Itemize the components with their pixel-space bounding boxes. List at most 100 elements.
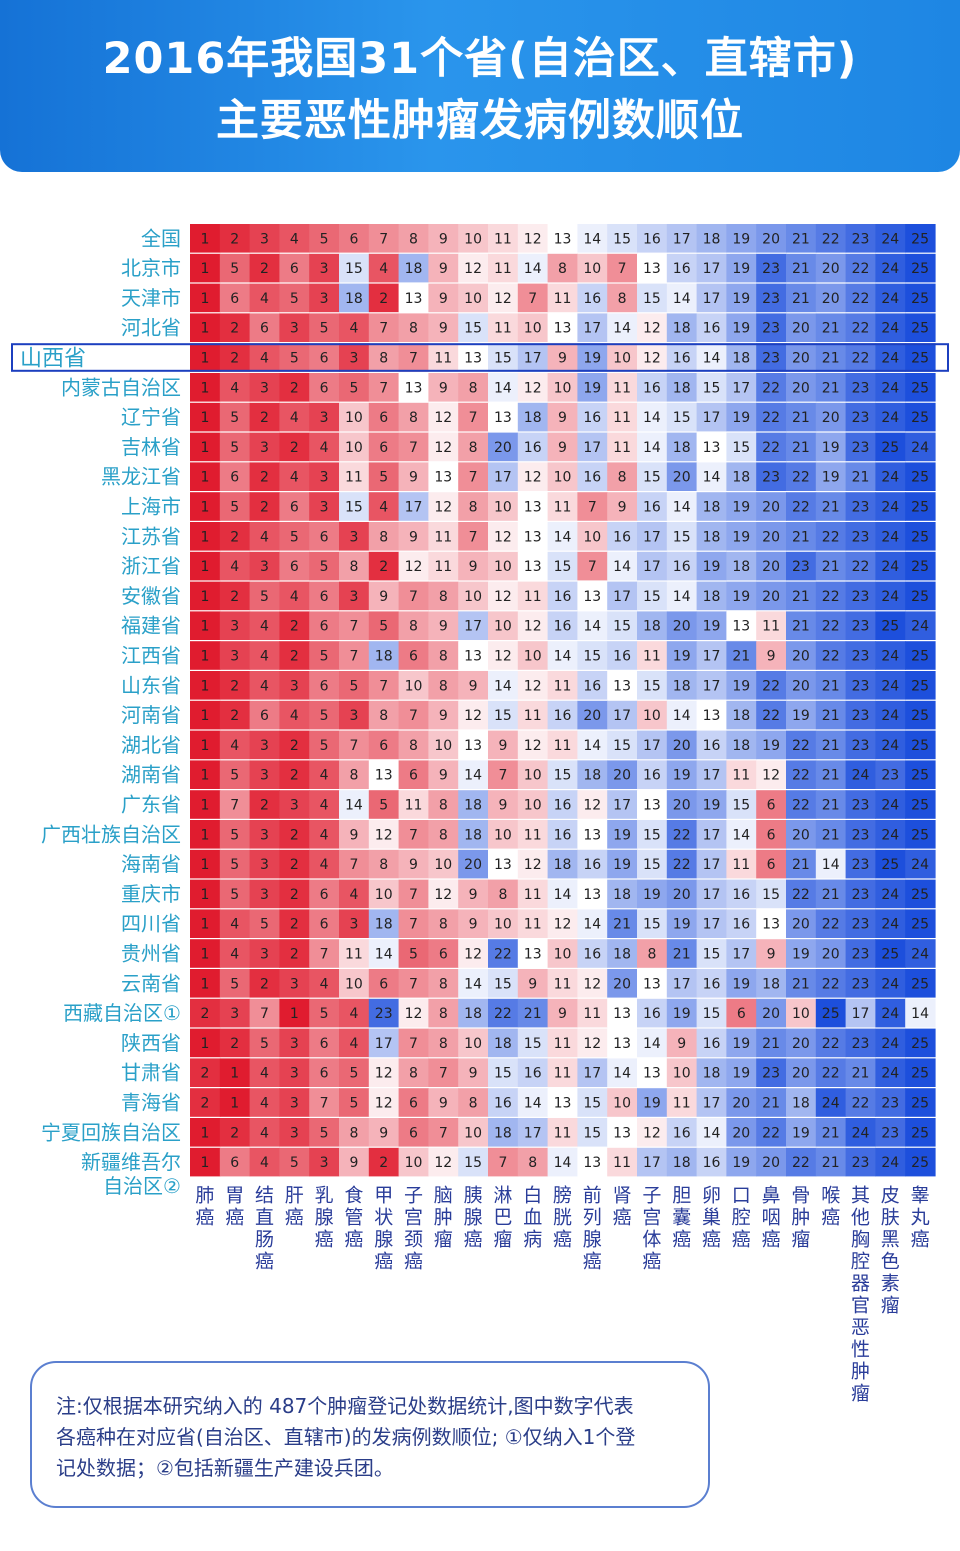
row-label: 甘肃省 <box>121 1061 181 1085</box>
heatmap-cell <box>279 879 310 909</box>
heatmap-cell <box>547 641 578 670</box>
cell-rank-label: 2 <box>200 1066 209 1082</box>
cell-rank-label: 11 <box>434 351 452 367</box>
cell-rank-label: 10 <box>434 738 452 754</box>
heatmap-cell <box>279 1088 310 1117</box>
cell-rank-label: 1 <box>200 321 209 337</box>
heatmap-cell <box>756 611 787 640</box>
cell-rank-label: 2 <box>260 470 269 486</box>
cell-rank-label: 24 <box>911 947 929 963</box>
cell-rank-label: 9 <box>677 1036 686 1052</box>
cell-rank-label: 14 <box>643 410 661 426</box>
heatmap-cell <box>726 879 757 909</box>
heatmap-cell <box>309 492 340 521</box>
heatmap-cell <box>875 879 906 909</box>
cell-rank-label: 2 <box>230 678 239 694</box>
cell-rank-label: 3 <box>230 619 239 635</box>
heatmap-cell <box>845 343 876 372</box>
cell-rank-label: 14 <box>524 261 542 277</box>
cell-rank-label: 17 <box>732 947 750 963</box>
heatmap-cell <box>815 492 847 521</box>
footnote-box: 注:仅根据本研究纳入的 487个肿瘤登记处数据统计,图中数字代表 各癌种在对应省… <box>30 1361 710 1508</box>
cell-rank-label: 10 <box>554 380 572 396</box>
heatmap-cell <box>786 730 817 760</box>
cell-rank-label: 4 <box>230 917 239 933</box>
heatmap-cell <box>786 969 817 998</box>
heatmap-cell <box>190 1118 221 1147</box>
heatmap-cell <box>845 373 876 402</box>
cell-rank-label: 13 <box>554 321 572 337</box>
heatmap-cell <box>309 790 340 819</box>
cell-rank-label: 11 <box>494 231 512 247</box>
heatmap-cell <box>458 402 489 432</box>
cell-rank-label: 7 <box>379 231 388 247</box>
heatmap-cell <box>458 492 489 521</box>
heatmap-cell <box>845 253 876 283</box>
cell-rank-label: 4 <box>260 619 269 635</box>
heatmap-cell <box>815 611 847 640</box>
heatmap-cell <box>875 402 906 432</box>
heatmap-cell <box>547 1118 578 1147</box>
column-label: 卵巢癌 <box>702 1185 721 1251</box>
heatmap-cell <box>398 820 429 849</box>
heatmap-cell <box>339 939 370 968</box>
heatmap-cell <box>428 700 459 730</box>
heatmap-cell <box>607 224 638 253</box>
cell-rank-label: 22 <box>822 231 840 247</box>
heatmap-cell <box>845 730 876 760</box>
cell-rank-label: 18 <box>673 678 691 694</box>
cell-rank-label: 10 <box>524 649 542 665</box>
cell-rank-label: 10 <box>792 1006 810 1022</box>
heatmap-cell <box>756 1147 787 1177</box>
cell-rank-label: 21 <box>822 708 840 724</box>
heatmap-cell <box>666 581 698 611</box>
heatmap-cell <box>190 849 221 879</box>
heatmap-cell <box>458 760 489 789</box>
heatmap-cell <box>488 760 519 789</box>
heatmap-cell <box>815 730 847 760</box>
cell-rank-label: 2 <box>230 1125 239 1141</box>
cell-rank-label: 8 <box>439 1036 448 1052</box>
cell-rank-label: 3 <box>260 887 269 903</box>
cell-rank-label: 25 <box>911 708 929 724</box>
cell-rank-label: 17 <box>703 917 721 933</box>
heatmap-cell <box>398 551 429 581</box>
heatmap-cell <box>577 551 608 581</box>
heatmap-cell <box>696 998 727 1028</box>
cell-rank-label: 4 <box>230 559 239 575</box>
cell-rank-label: 22 <box>762 380 780 396</box>
cell-rank-label: 20 <box>792 351 810 367</box>
heatmap-cell <box>875 700 906 730</box>
heatmap-cell <box>607 909 638 938</box>
heatmap-cell <box>845 551 876 581</box>
heatmap-cell <box>428 522 459 551</box>
cell-rank-label: 3 <box>260 857 269 873</box>
cell-rank-label: 25 <box>911 589 929 605</box>
heatmap-cell <box>845 820 876 849</box>
heatmap-cell <box>458 1028 489 1058</box>
cell-rank-label: 16 <box>703 1155 721 1171</box>
cell-rank-label: 21 <box>852 470 870 486</box>
cell-rank-label: 15 <box>464 1155 482 1171</box>
cell-rank-label: 8 <box>349 559 358 575</box>
heatmap-cell <box>666 790 698 819</box>
cell-rank-label: 16 <box>643 500 661 516</box>
cell-rank-label: 7 <box>320 947 329 963</box>
heatmap-cell <box>696 522 727 551</box>
cell-rank-label: 25 <box>911 1155 929 1171</box>
cell-rank-label: 6 <box>409 649 418 665</box>
heatmap-cell <box>488 343 519 372</box>
heatmap-cell <box>666 969 698 998</box>
cell-rank-label: 6 <box>320 351 329 367</box>
heatmap-cell <box>458 1088 489 1117</box>
heatmap-cell <box>488 551 519 581</box>
cell-rank-label: 4 <box>260 649 269 665</box>
heatmap-cell <box>756 879 787 909</box>
heatmap-cell <box>488 1088 519 1117</box>
heatmap-cell <box>279 760 310 789</box>
cell-rank-label: 17 <box>673 231 691 247</box>
heatmap-cell <box>249 641 280 670</box>
column-label: 肝癌 <box>285 1185 304 1229</box>
heatmap-cell <box>666 700 698 730</box>
cell-rank-label: 25 <box>911 1066 929 1082</box>
